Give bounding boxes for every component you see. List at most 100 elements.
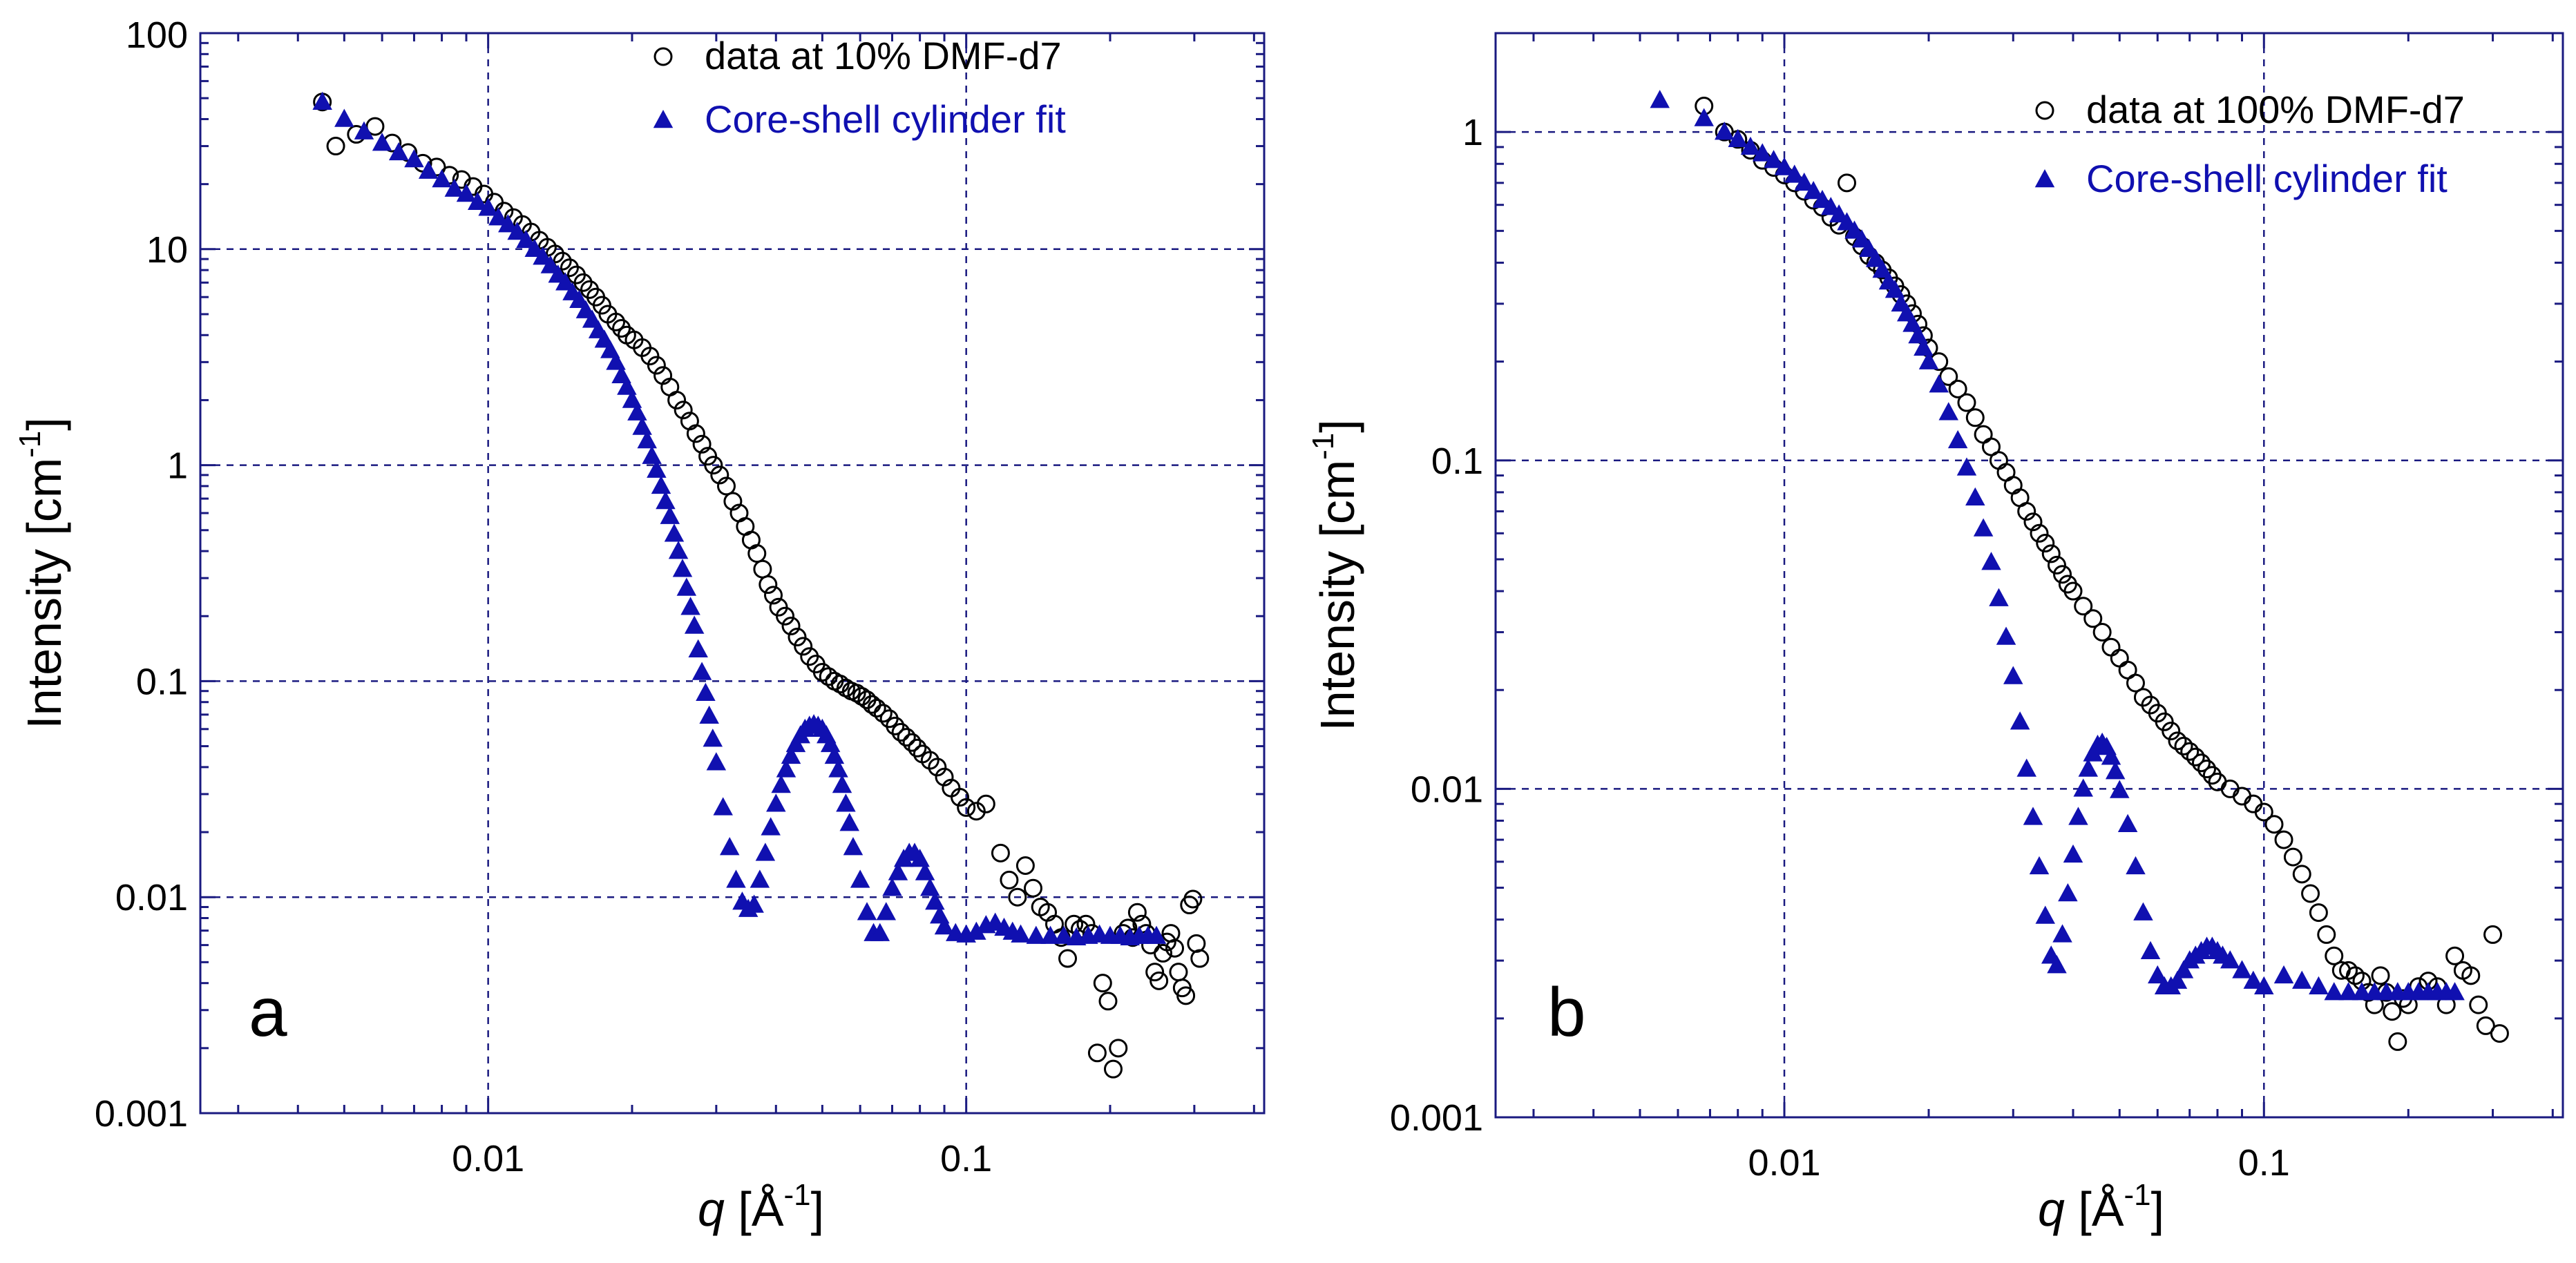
fit-point-triangle [1146,925,1167,944]
x-axis-unit-sup: -1 [2124,1178,2151,1212]
fit-point-triangle [533,247,553,265]
y-tick-label: 0.1 [136,661,188,702]
fit-point-triangle [432,169,452,188]
data-point-circle [2126,673,2145,693]
fit-point-triangle [719,837,740,856]
x-axis-unit: [Å [2065,1182,2124,1236]
fit-point-triangle [467,191,488,211]
fit-point-triangle [1774,157,1795,175]
fit-point-triangle [478,197,498,216]
fit-point-triangle [444,178,465,197]
data-point-circle [991,843,1010,862]
fit-point-triangle [706,752,727,771]
data-point-circle [1008,887,1027,907]
fit-point-triangle [651,475,671,494]
y-axis-main: Intensity [cm [17,458,71,729]
fit-point-triangle [1053,925,1074,944]
fit-point-triangle [776,759,796,778]
data-point-circle [747,544,767,563]
y-tick-label: 100 [126,15,188,56]
fit-point-triangle [668,541,689,559]
fit-point-triangle [1947,430,1968,449]
data-point-circle [2383,1002,2402,1021]
data-point-circle [2168,731,2187,751]
data-point-circle [759,575,778,595]
data-point-circle [1837,173,1856,193]
data-point-circle [1939,367,1958,386]
data-point-circle [1058,949,1078,968]
fit-point-triangle [637,430,657,449]
x-axis-unit-close: ] [811,1182,824,1236]
data-point-circle [2292,865,2311,884]
y-tick-label: 0.001 [1390,1097,1483,1139]
fit-point-triangle [676,577,697,596]
data-point-circle [891,722,910,742]
fit-point-triangle [703,729,723,747]
data-point-circle [573,273,593,292]
fit-point-triangle [656,490,676,510]
data-point-circle [2445,946,2465,965]
panel-letter: b [1547,974,1586,1051]
data-point-circle [2345,966,2365,985]
fit-point-triangle [2338,982,2358,1001]
series-fit [1650,90,2465,1001]
fit-point-triangle [1872,260,1892,278]
y-tick-label: 0.1 [1431,441,1483,482]
fit-point-triangle [1885,280,1905,298]
fit-point-triangle [2078,758,2099,777]
fit-point-triangle [1715,122,1735,140]
grid [200,33,1264,1113]
plot-frame [199,32,1266,1115]
x-axis-unit-close: ] [2151,1182,2164,1236]
data-point-circle [2469,995,2488,1014]
fit-point-triangle [688,639,708,657]
fit-point-triangle [771,775,791,793]
data-point-circle [692,434,712,454]
fit-point-triangle [915,862,935,880]
fit-point-triangle [910,849,930,867]
fit-point-triangle [1973,518,1994,537]
data-point-circle [902,733,922,752]
y-tick-label: 1 [1462,112,1483,153]
data-point-circle [716,476,736,496]
data-point-circle [2003,476,2023,495]
fit-point-triangle [2243,970,2264,989]
fit-point-triangle [516,229,536,249]
data-point-circle [1023,878,1042,898]
data-point-circle [2254,802,2273,822]
data-point-circle [2490,1024,2509,1043]
data-point-circle [2063,581,2083,601]
data-point-circle [1103,1059,1123,1079]
data-point-circle [1127,903,1147,922]
fit-point-triangle [2167,970,2188,989]
fit-point-triangle [966,921,986,940]
data-point-circle [764,586,783,605]
fit-point-triangle [1740,136,1761,155]
data-point-circle [1965,408,1985,427]
series-data [1695,97,2509,1051]
fit-point-triangle [1794,172,1814,191]
fit-point-triangle [832,775,852,793]
fit-point-triangle [888,862,908,880]
fit-point-triangle [524,238,544,258]
fit-point-triangle [1989,588,2009,606]
fit-point-triangle [1694,108,1714,126]
fit-point-triangle [2140,941,2161,959]
x-axis-unit: [Å [725,1182,784,1236]
legend: data at 10% DMF-d7 Core-shell cylinder fi… [653,34,1066,141]
fit-point-triangle [1965,487,1985,506]
fit-point-triangle [627,402,647,421]
x-axis-var: q [698,1182,725,1236]
legend-entry-fit: Core-shell cylinder fit [2086,157,2448,200]
fit-point-triangle [2023,807,2043,825]
fit-point-triangle [2052,924,2072,943]
data-point-circle [867,698,886,717]
axis-ticks [200,32,1264,1115]
data-point-circle [794,637,813,656]
plot-frame [1494,32,2564,1119]
data-point-circle [2483,925,2503,944]
y-axis-label: Intensity [cm-1] [1306,419,1364,731]
data-point-circle [2191,753,2211,773]
data-point-circle [2283,847,2302,867]
